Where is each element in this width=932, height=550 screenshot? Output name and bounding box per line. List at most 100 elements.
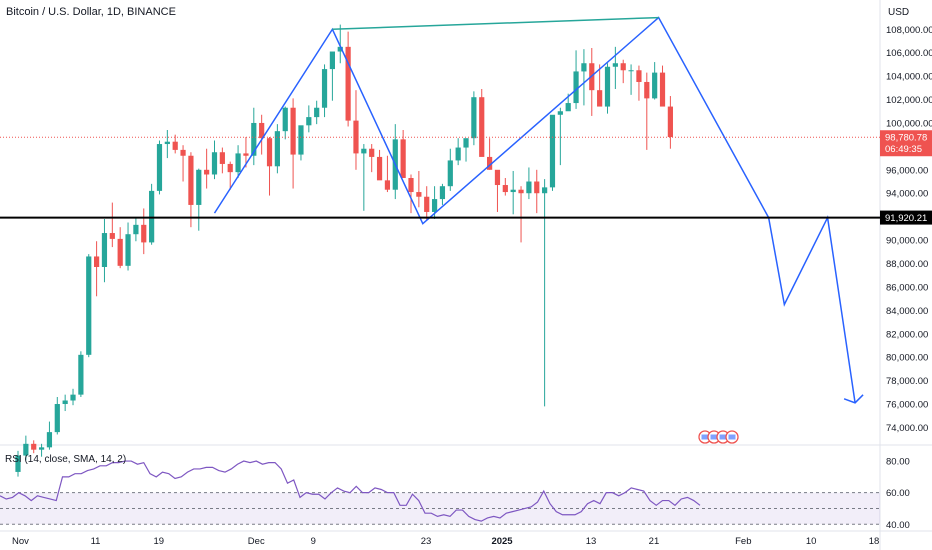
candle-body: [204, 169, 210, 175]
candle-body: [86, 256, 92, 355]
price-tick-label: 108,000.00: [886, 25, 932, 36]
candle-body: [251, 122, 257, 156]
support-line[interactable]: 91,920.21: [0, 210, 932, 225]
candle-body: [109, 233, 115, 239]
time-tick-label: Nov: [12, 536, 29, 547]
rsi-label: RSI (14, close, SMA, 14, 2): [5, 454, 126, 465]
flag-icon-us-fill: [728, 434, 736, 440]
candle-body: [125, 234, 131, 266]
price-tick-label: 102,000.00: [886, 95, 932, 106]
candle-body: [54, 404, 60, 433]
candle-body: [542, 187, 548, 194]
candle-body: [518, 189, 524, 194]
price-tick-label: 80,000.00: [886, 353, 928, 364]
rsi-tick-label: 40.00: [886, 520, 910, 531]
candle-body: [667, 106, 673, 138]
candle-body: [314, 107, 320, 118]
candle-body: [376, 156, 383, 181]
candle-body: [164, 141, 170, 145]
candle-body: [180, 149, 186, 156]
candle-body: [117, 238, 123, 266]
candles: [15, 24, 673, 477]
rsi-tick-label: 60.00: [886, 488, 910, 499]
candle-body: [266, 138, 273, 167]
candle-body: [62, 400, 68, 405]
candle-body: [259, 122, 265, 139]
candle-body: [219, 152, 225, 164]
candle-body: [329, 51, 335, 70]
candle-body: [455, 147, 461, 161]
candle-body: [612, 63, 618, 67]
event-icons[interactable]: [698, 430, 739, 444]
candle-body: [156, 144, 163, 191]
candle-body: [644, 81, 650, 99]
price-tick-label: 86,000.00: [886, 282, 928, 293]
candle-body: [94, 256, 100, 267]
pattern-projection-line: [213, 16, 856, 403]
time-tick-label: 9: [311, 536, 316, 547]
last-price-tag: [880, 130, 932, 157]
price-tick-label: 78,000.00: [886, 376, 928, 387]
candle-body: [101, 233, 108, 267]
price-tick-label: 90,000.00: [886, 236, 928, 247]
candle-body: [502, 185, 508, 193]
support-price-tag: [880, 210, 932, 225]
candle-body: [604, 66, 611, 107]
price-tick-label: 76,000.00: [886, 400, 928, 411]
candle-body: [620, 63, 626, 71]
candle-body: [471, 97, 477, 139]
countdown-label: 06:49:35: [885, 144, 922, 155]
candle-body: [274, 131, 280, 167]
candle-body: [573, 71, 579, 104]
candle-body: [369, 148, 375, 157]
candle-body: [416, 192, 422, 197]
candle-body: [463, 138, 469, 148]
candle-body: [384, 180, 391, 190]
drawings[interactable]: [213, 16, 864, 404]
price-axis[interactable]: 74,000.00 76,000.00 78,000.00 80,000.00 82,0…: [886, 25, 932, 434]
candle-body: [243, 153, 249, 156]
price-tick-label: 96,000.00: [886, 165, 928, 176]
price-tick-label: 106,000.00: [886, 48, 932, 59]
candle-body: [46, 432, 53, 448]
candle-body: [628, 70, 634, 72]
time-tick-label: Dec: [248, 536, 265, 547]
time-tick-label: 21: [649, 536, 660, 547]
candle-body: [557, 111, 563, 115]
candle-body: [479, 97, 485, 157]
price-tick-label: 88,000.00: [886, 259, 928, 270]
candle-body: [196, 169, 202, 205]
candle-body: [447, 160, 453, 187]
candle-body: [581, 63, 587, 72]
candle-body: [345, 46, 351, 121]
time-tick-label: Feb: [735, 536, 751, 547]
candle-body: [23, 443, 29, 456]
candle-body: [15, 455, 21, 472]
candle-body: [298, 125, 304, 155]
time-axis[interactable]: Nov 11 19 Dec 9 23 2025 13 21 Feb 10 18: [12, 536, 879, 547]
candle-body: [290, 107, 296, 155]
candle-body: [70, 394, 76, 401]
candle-body: [408, 178, 414, 193]
candle-body: [353, 120, 359, 154]
candle-body: [282, 107, 288, 132]
candle-body: [141, 224, 147, 243]
candle-body: [526, 181, 532, 194]
price-tick-label: 94,000.00: [886, 189, 928, 200]
candle-body: [31, 443, 37, 450]
candle-body: [510, 189, 516, 193]
candle-body: [361, 148, 367, 154]
chart-title: Bitcoin / U.S. Dollar, 1D, BINANCE: [6, 6, 176, 18]
rsi-pane[interactable]: 40.00 60.00 80.00: [0, 457, 910, 531]
currency-label[interactable]: USD: [888, 7, 909, 18]
price-tick-label: 104,000.00: [886, 72, 932, 83]
time-tick-label: 23: [421, 536, 432, 547]
time-tick-label: 19: [153, 536, 164, 547]
support-price-label: 91,920.21: [885, 213, 927, 224]
candle-body: [424, 196, 430, 212]
time-tick-label: 13: [586, 536, 597, 547]
candle-body: [431, 199, 438, 212]
time-tick-label: 2025: [491, 536, 513, 547]
